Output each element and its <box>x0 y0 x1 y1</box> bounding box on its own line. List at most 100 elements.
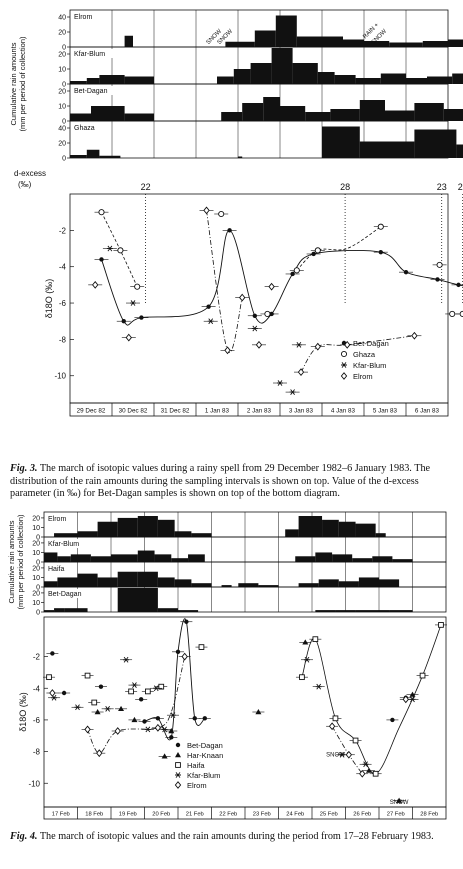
f3-rain-bar <box>238 156 243 158</box>
f3-curve-ghaza <box>296 226 382 271</box>
f4-rain-tick-label: 10 <box>32 550 40 557</box>
f4-day-label: 24 Feb <box>286 812 304 818</box>
f3-rain-bar <box>280 106 306 121</box>
f3-rain-bar <box>296 36 343 47</box>
f3-point-bet-dagan <box>403 269 409 275</box>
f3-point-kfar-blum <box>130 300 136 306</box>
f4-day-label: 27 Feb <box>387 812 405 818</box>
f4-curve-haifa <box>301 624 442 775</box>
f4-rain-bar <box>298 516 323 537</box>
f4-y-tick-label: -10 <box>28 779 40 788</box>
f4-rain-bar <box>352 558 373 562</box>
f4-curve-elrom <box>87 656 186 754</box>
f4-day-label: 19 Feb <box>119 812 137 818</box>
f3-point-ghaza <box>314 247 321 254</box>
figure-4-caption-text: The march of isotopic values and the rai… <box>37 831 434 842</box>
f4-rain-bar <box>318 579 339 587</box>
f3-rain-bar <box>254 30 276 47</box>
f4-rain-bar <box>44 610 55 612</box>
f3-rain-bar <box>305 112 331 121</box>
f3-point-elrom <box>411 331 418 340</box>
f4-rain-bar <box>154 554 172 562</box>
f4-rain-bar <box>117 571 138 587</box>
f4-rain-bar <box>157 577 175 587</box>
figure-3-caption-label: Fig. 3. <box>10 463 38 474</box>
f4-curve-bet-dagan <box>144 618 206 741</box>
f3-rain-bar <box>406 78 427 84</box>
f4-rain-bar <box>144 588 158 612</box>
f3-rain-tick-label: 40 <box>58 126 66 133</box>
f4-rain-bar <box>111 554 138 562</box>
f3-rain-bar <box>242 103 264 121</box>
f4-y-tick-label: -8 <box>33 748 41 757</box>
f3-rain-bar <box>225 41 255 47</box>
f4-point-bet-dagan <box>192 716 197 721</box>
f4-rain-bar <box>322 519 339 537</box>
f4-legend-label-haifa: Haifa <box>187 761 205 770</box>
f3-rain-bar <box>250 63 272 84</box>
f3-rain-tick-label: 20 <box>58 89 66 96</box>
f3-rain-bar <box>99 155 121 158</box>
f3-rain-bar <box>271 48 293 84</box>
f3-legend-marker-ghaza <box>340 350 348 358</box>
f3-point-bet-dagan <box>456 282 461 288</box>
f4-point-elrom <box>114 727 121 735</box>
f3-rain-ylabel-sub: (mm per period of collection) <box>18 36 27 132</box>
f4-rain-bar <box>90 556 111 562</box>
f3-rain-bar <box>334 75 356 84</box>
f3-rain-bar <box>70 155 87 158</box>
f4-legend-label-kfar-blum: Kfar-Blum <box>187 771 220 780</box>
f4-rain-bar <box>295 556 316 562</box>
f3-rain-bar <box>322 126 360 158</box>
f4-point-bet-dagan <box>202 716 207 721</box>
f4-rain-bar <box>77 573 98 587</box>
f3-point-elrom <box>92 280 99 289</box>
f4-snow-annotation-0: SNOW <box>326 752 345 758</box>
f3-rain-bar <box>364 41 390 47</box>
f4-rain-bar <box>355 610 390 612</box>
f3-point-bet-dagan <box>99 257 104 262</box>
f4-rain-bar <box>171 558 189 562</box>
f4-isotope-ylabel: δ18O (‰) <box>18 692 28 732</box>
f3-point-ghaza <box>264 310 271 317</box>
f4-point-har-knaan <box>161 753 168 759</box>
f3-legend-label-kfar-blum: Kfar-Blum <box>353 361 386 370</box>
f4-rain-tick-label: 0 <box>36 560 40 567</box>
f3-rain-bar <box>355 78 381 84</box>
f4-point-elrom <box>402 695 409 704</box>
f4-point-har-knaan <box>302 639 309 645</box>
f4-point-haifa <box>84 672 91 679</box>
figure-4-caption-label: Fig. 4. <box>10 831 38 842</box>
f4-rain-tick-label: 10 <box>32 575 40 582</box>
f4-day-label: 23 Feb <box>253 812 271 818</box>
f3-y-tick-label: -4 <box>59 263 67 272</box>
f3-rain-tick-label: 10 <box>58 67 66 74</box>
f3-day-label: 29 Dec 82 <box>77 408 106 415</box>
f4-rain-bar <box>375 533 386 537</box>
f4-rain-bar <box>54 608 65 612</box>
f4-rain-bar <box>44 581 58 587</box>
f4-rain-bar <box>338 521 356 537</box>
f4-rain-ylabel-sub: (mm per period of collection) <box>16 514 25 610</box>
f3-isotope-plot-frame <box>69 193 449 404</box>
f4-rain-bar <box>57 556 71 562</box>
f4-point-haifa <box>46 674 52 681</box>
f4-rain-bar <box>191 583 212 587</box>
f3-rain-bar <box>70 113 91 121</box>
f3-day-label: 6 Jan 83 <box>415 408 440 415</box>
f3-point-kfar-blum <box>289 389 296 395</box>
f3-rain-bar <box>91 106 125 121</box>
f3-point-kfar-blum <box>277 380 283 386</box>
f3-point-elrom <box>255 340 263 349</box>
f4-rain-bar <box>392 559 413 562</box>
f3-rain-tick-label: 20 <box>58 141 66 148</box>
f4-point-elrom <box>84 725 91 734</box>
f4-day-label: 22 Feb <box>219 812 237 818</box>
f4-point-har-knaan <box>94 709 101 715</box>
f3-rain-bar <box>99 75 125 84</box>
f3-point-kfar-blum <box>295 341 302 348</box>
f3-rain-bar <box>86 149 100 158</box>
f3-station-label-bg <box>72 123 97 132</box>
f4-rain-bar <box>238 583 259 587</box>
f4-point-haifa <box>128 688 134 695</box>
